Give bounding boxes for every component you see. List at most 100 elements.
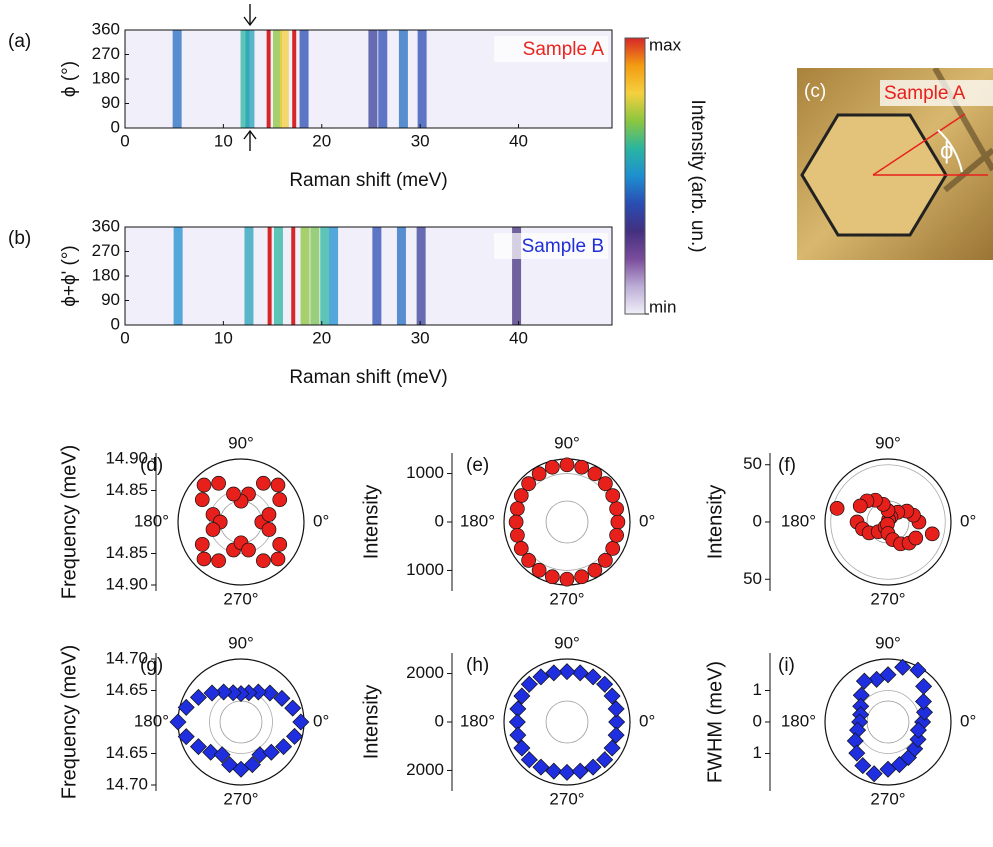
marker [532, 563, 546, 577]
marker [197, 478, 211, 492]
y-tick-label: 90 [101, 290, 120, 309]
marker [262, 523, 276, 537]
spectral-line [310, 227, 319, 325]
y-tick-label: 0 [753, 511, 762, 530]
marker [575, 460, 589, 474]
y-tick-label: 14.85 [105, 480, 148, 499]
theta-label: 90° [228, 433, 254, 452]
y-tick-label: 180 [92, 265, 120, 284]
marker [611, 515, 625, 529]
spectral-line [245, 30, 254, 128]
marker [608, 727, 624, 743]
x-tick-label: 0 [120, 328, 129, 347]
theta-label: 270° [870, 589, 905, 608]
y-axis-label: FWHM (meV) [704, 661, 726, 783]
marker [610, 502, 624, 516]
theta-label: 180° [134, 711, 169, 730]
colorbar-label: Intensity (arb. un.) [687, 99, 708, 252]
marker [572, 665, 588, 681]
spectral-line [291, 227, 295, 325]
y-axis-label: ϕ (°) [59, 61, 80, 97]
marker [545, 460, 559, 474]
marker [546, 763, 562, 779]
x-axis-label: Raman shift (meV) [289, 367, 447, 388]
marker [197, 552, 211, 566]
y-axis-label: Intensity [360, 485, 382, 559]
spectral-line [368, 30, 377, 128]
marker [559, 764, 575, 780]
spectral-line [329, 227, 338, 325]
y-tick-label: 360 [92, 216, 120, 235]
x-tick-label: 20 [312, 131, 331, 150]
polar-inner [220, 701, 262, 743]
theta-label: 180° [781, 511, 816, 530]
marker [510, 727, 526, 743]
theta-label: 270° [223, 789, 258, 808]
y-tick-label: 0 [435, 711, 444, 730]
marker [206, 523, 220, 537]
marker [195, 537, 209, 551]
theta-label: 0° [960, 711, 976, 730]
theta-label: 180° [781, 711, 816, 730]
x-axis-label: Raman shift (meV) [289, 170, 447, 191]
marker [560, 572, 574, 586]
arrow [244, 4, 256, 25]
colorbar-tick-label: max [649, 35, 682, 54]
marker [271, 478, 285, 492]
x-tick-label: 40 [509, 328, 528, 347]
spectral-line [274, 227, 283, 325]
y-tick-label: 270 [92, 44, 120, 63]
x-tick-label: 20 [312, 328, 331, 347]
theta-label: 90° [554, 433, 580, 452]
marker [532, 467, 546, 481]
y-tick-label: 1000 [406, 560, 444, 579]
marker [588, 563, 602, 577]
marker [925, 527, 939, 541]
marker [909, 531, 923, 545]
theta-label: 90° [875, 633, 901, 652]
panel-label: (b) [8, 228, 31, 249]
marker [204, 685, 220, 701]
y-axis-label: Intensity [704, 485, 726, 559]
marker [285, 700, 301, 716]
spectral-line [372, 227, 381, 325]
marker [273, 537, 287, 551]
x-tick-label: 10 [214, 328, 233, 347]
y-tick-label: 14.90 [105, 574, 148, 593]
arrow [244, 131, 256, 151]
theta-label: 270° [549, 589, 584, 608]
y-tick-label: 14.70 [105, 774, 148, 793]
marker [256, 476, 270, 490]
theta-label: 0° [960, 511, 976, 530]
angle-symbol: ϕ [940, 137, 953, 164]
marker [606, 541, 620, 555]
theta-label: 90° [554, 633, 580, 652]
marker [588, 467, 602, 481]
marker [916, 678, 932, 694]
marker [830, 501, 844, 515]
theta-label: 0° [313, 711, 329, 730]
marker [256, 554, 270, 568]
figure: Sample A (c) ϕ minmaxIntensity (arb. un.… [0, 0, 993, 847]
marker [262, 507, 276, 521]
polar-inner [546, 701, 588, 743]
y-tick-label: 1 [753, 680, 762, 699]
theta-label: 180° [134, 511, 169, 530]
marker [514, 489, 528, 503]
y-tick-label: 14.65 [105, 743, 148, 762]
spectral-line [280, 30, 289, 128]
spectral-line [418, 30, 427, 128]
marker [895, 659, 911, 675]
marker [545, 570, 559, 584]
theta-label: 270° [549, 789, 584, 808]
y-axis-label: Frequency (meV) [58, 645, 80, 800]
marker [509, 515, 523, 529]
y-axis-label: Frequency (meV) [58, 445, 80, 600]
marker [606, 489, 620, 503]
spectral-line [174, 227, 183, 325]
marker [608, 701, 624, 717]
marker [170, 714, 186, 730]
theta-label: 180° [460, 511, 495, 530]
marker [572, 763, 588, 779]
polar-frame [178, 459, 304, 585]
